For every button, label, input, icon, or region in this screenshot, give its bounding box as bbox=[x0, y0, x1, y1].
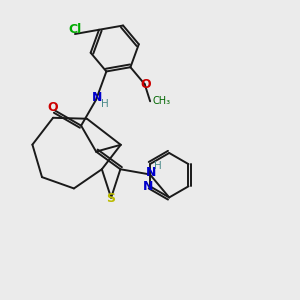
Text: Cl: Cl bbox=[68, 23, 82, 36]
Text: O: O bbox=[140, 78, 151, 91]
Text: N: N bbox=[142, 180, 153, 193]
Text: S: S bbox=[106, 192, 116, 206]
Text: O: O bbox=[48, 101, 58, 114]
Text: H: H bbox=[154, 160, 162, 171]
Text: N: N bbox=[146, 166, 156, 179]
Text: H: H bbox=[101, 99, 109, 109]
Text: N: N bbox=[92, 91, 102, 104]
Text: CH₃: CH₃ bbox=[152, 96, 170, 106]
